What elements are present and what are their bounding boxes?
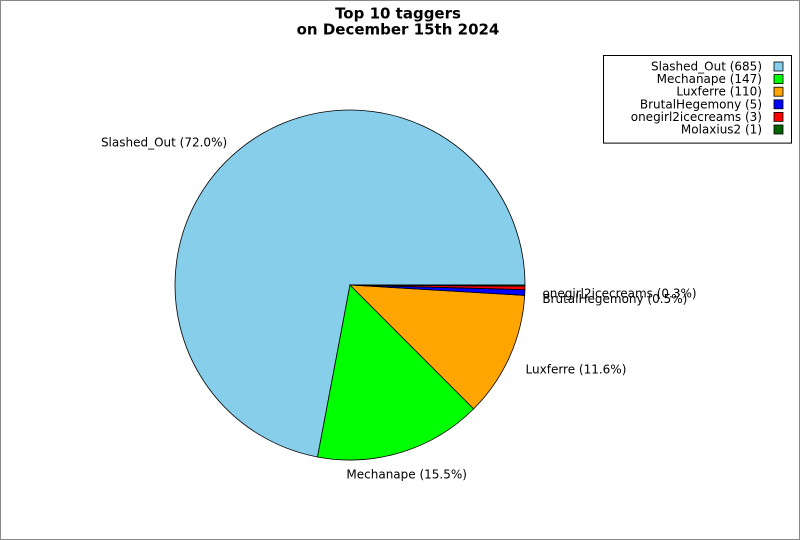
legend-swatch bbox=[773, 86, 784, 97]
legend-label: Mechanape (147) bbox=[657, 72, 762, 86]
legend-swatch bbox=[773, 74, 784, 84]
slice-label: BrutalHegemony (0.5%) bbox=[542, 292, 687, 306]
pie-slice bbox=[348, 284, 526, 410]
legend-swatch bbox=[773, 112, 784, 122]
pie-slice bbox=[317, 284, 475, 461]
legend-box bbox=[603, 55, 792, 144]
legend-swatch bbox=[773, 99, 784, 110]
slice-label: Luxferre (11.6%) bbox=[526, 362, 627, 376]
slice-label: onegirl2icecreams (0.3%) bbox=[542, 287, 696, 301]
legend-label: Slashed_Out (685) bbox=[651, 60, 762, 74]
slice-label: Mechanape (15.5%) bbox=[346, 467, 467, 481]
legend-label: onegirl2icecreams (3) bbox=[631, 110, 762, 124]
legend-label: Molaxius2 (1) bbox=[681, 123, 762, 137]
pie-slice bbox=[349, 284, 526, 287]
legend-label: BrutalHegemony (5) bbox=[640, 97, 762, 111]
legend-label: Luxferre (110) bbox=[676, 85, 762, 99]
pie-slice bbox=[174, 109, 526, 458]
legend-swatch bbox=[773, 124, 784, 135]
slice-label: Slashed_Out (72.0%) bbox=[101, 135, 227, 149]
chart-title: on December 15th 2024 bbox=[297, 21, 500, 39]
chart-title: Top 10 taggers bbox=[335, 5, 461, 23]
legend-swatch bbox=[773, 61, 784, 72]
